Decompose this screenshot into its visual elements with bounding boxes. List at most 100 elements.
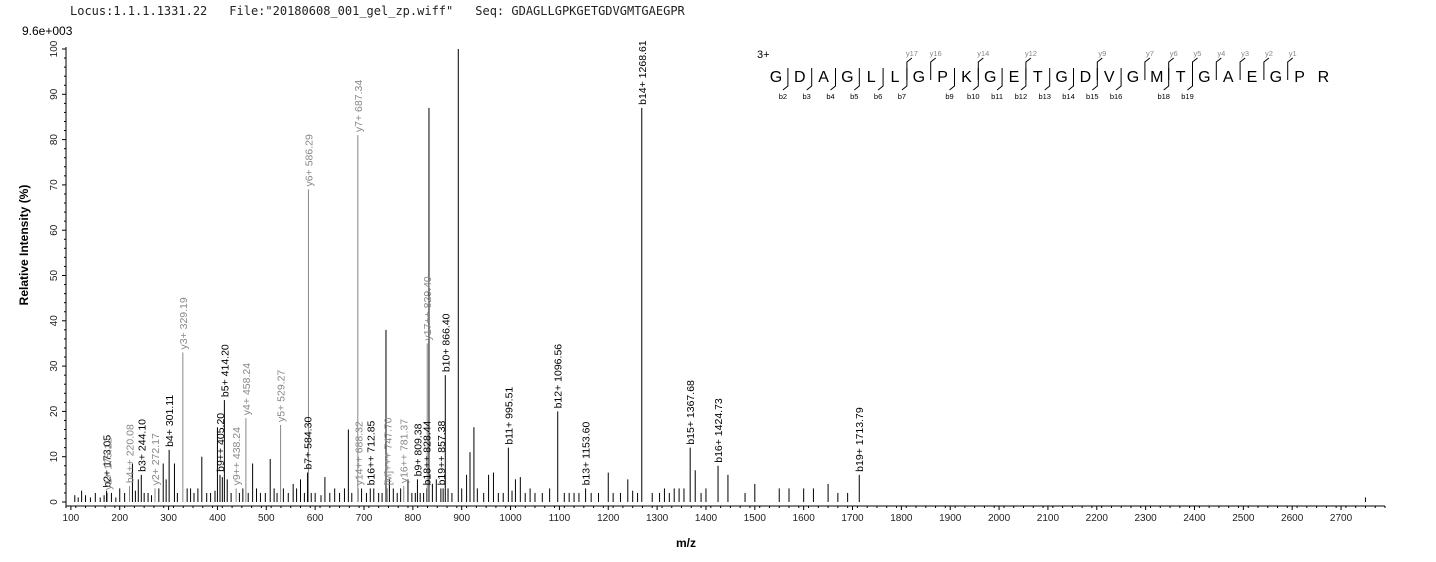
x-tick-label: 2000 xyxy=(988,513,1011,524)
sequence-residue: G xyxy=(1127,69,1139,86)
b-ion-label: b4 xyxy=(826,92,834,101)
x-tick-label: 2200 xyxy=(1086,513,1109,524)
y-ion-label: y17 xyxy=(906,49,918,58)
sequence-residue: G xyxy=(770,69,782,86)
y-tick-label: 50 xyxy=(49,270,60,282)
y-ion-label: y3 xyxy=(1241,49,1249,58)
charge-state: 3+ xyxy=(757,49,770,61)
b-ion-label: b18 xyxy=(1157,92,1170,101)
x-tick-label: 2300 xyxy=(1135,513,1158,524)
peak-label: b9+ 809.38 xyxy=(412,423,424,476)
sequence-residue: A xyxy=(1223,69,1234,86)
peak-label: b4++ 220.08 xyxy=(125,424,137,483)
b-ion-bracket xyxy=(806,68,813,91)
sequence-residue: D xyxy=(1080,69,1092,86)
x-tick-label: 2600 xyxy=(1281,513,1304,524)
b-ion-label: b14 xyxy=(1062,92,1075,101)
b-ion-label: b19 xyxy=(1181,92,1194,101)
x-tick-label: 1400 xyxy=(695,513,718,524)
sequence-residue: K xyxy=(961,69,972,86)
x-axis-title: m/z xyxy=(676,536,696,550)
x-tick-label: 700 xyxy=(356,513,373,524)
sequence-residue: T xyxy=(1176,69,1186,86)
sequence-residue: G xyxy=(913,69,925,86)
sequence-residue: G xyxy=(1198,69,1210,86)
y-tick-label: 90 xyxy=(49,88,60,100)
y-tick-label: 20 xyxy=(49,405,60,417)
peak-label: y5+ 529.27 xyxy=(276,370,288,422)
axes: 100 200 300 400 500 600 700 800 900 1000 1100 1200 1… xyxy=(49,40,1386,524)
b-ion-bracket xyxy=(853,68,860,91)
peak-label: b19++ 857.38 xyxy=(436,420,448,485)
b-ion-bracket xyxy=(1068,68,1074,91)
y-ion-bracket xyxy=(1239,57,1246,80)
x-tick-label: 1900 xyxy=(939,513,962,524)
y-ion-label: y5 xyxy=(1194,49,1202,58)
b-ion-label: b2 xyxy=(779,92,787,101)
peak-label: b9++ 405.20 xyxy=(215,413,227,472)
y-tick-label: 80 xyxy=(49,134,60,146)
x-tick-label: 500 xyxy=(258,513,275,524)
x-tick-label: 2100 xyxy=(1037,513,1060,524)
b-ion-bracket xyxy=(1187,68,1193,91)
peak-label: b11+ 995.51 xyxy=(503,387,515,445)
x-tick-label: 1100 xyxy=(549,513,571,524)
peak-label: b12+ 1096.56 xyxy=(553,344,565,409)
x-tick-label: 200 xyxy=(111,513,128,524)
b-ion-label: b15 xyxy=(1086,92,1099,101)
b-ion-label: b7 xyxy=(898,92,906,101)
b-ion-bracket xyxy=(1020,68,1027,91)
peak-label: y4+ 458.24 xyxy=(241,363,253,415)
peak-label: b7+ 584.30 xyxy=(302,417,314,470)
sequence-residue: P xyxy=(937,69,948,86)
peak-label: b2+ 173.05 xyxy=(102,435,114,488)
y-ion-bracket xyxy=(1192,57,1198,80)
sequence-residue: T xyxy=(1033,69,1043,86)
b-ion-label: b13 xyxy=(1038,92,1051,101)
b-ion-bracket xyxy=(1163,68,1170,91)
peak-label: b16++ 712.85 xyxy=(365,420,377,485)
x-tick-label: 600 xyxy=(307,513,324,524)
sequence-residue: P xyxy=(1294,69,1305,86)
sequence-residue: A xyxy=(818,69,829,86)
b-ion-bracket xyxy=(996,68,1003,91)
peak-label: y9++ 438.24 xyxy=(231,427,243,486)
sequence-residue: E xyxy=(1247,69,1258,86)
peak-label: b10+ 866.40 xyxy=(440,313,452,372)
peak-label: b13+ 1153.60 xyxy=(581,422,593,486)
peak-label: y1+ 175.12 xyxy=(103,438,115,490)
peak-label: y3+ 329.19 xyxy=(178,297,190,349)
y-tick-label: 60 xyxy=(49,224,60,236)
sequence-residue: M xyxy=(1150,69,1163,86)
sequence-text: Seq: GDAGLLGPKGETGDVGMTGAEGPR xyxy=(475,4,685,18)
intensity-scale-max: 9.6e+003 xyxy=(22,24,73,38)
y-ion-bracket xyxy=(977,57,984,80)
sequence-residue: G xyxy=(1270,69,1282,86)
peak-label: b18++ 828.44 xyxy=(422,420,434,485)
x-tick-label: 800 xyxy=(405,513,422,524)
y-ion-bracket xyxy=(1263,57,1270,80)
b-ion-bracket xyxy=(877,68,884,91)
b-ion-label: b10 xyxy=(967,92,980,101)
b-ion-bracket xyxy=(949,68,955,91)
y-ion-label: y9 xyxy=(1098,49,1106,58)
peak-label: y17++ 829.40 xyxy=(422,276,434,340)
peak-label: [M]+++ 747.70 xyxy=(382,417,394,485)
peak-label: b5+ 414.20 xyxy=(219,344,231,397)
x-tick-label: 1800 xyxy=(890,513,913,524)
y-ion-label: y6 xyxy=(1170,49,1178,58)
b-ion-label: b11 xyxy=(991,92,1003,101)
sequence-residue: V xyxy=(1104,69,1115,86)
y-ion-label: y4 xyxy=(1217,49,1225,58)
y-ion-label: y14 xyxy=(977,49,989,58)
peak-label: b19+ 1713.79 xyxy=(854,407,866,472)
y-tick-label: 40 xyxy=(49,315,60,327)
y-ion-bracket xyxy=(1287,57,1294,80)
b-ion-bracket xyxy=(830,68,836,91)
x-tick-label: 900 xyxy=(453,513,470,524)
b-ion-bracket xyxy=(1044,68,1051,91)
y-ion-label: y16 xyxy=(930,49,942,58)
sequence-residue: L xyxy=(867,69,876,86)
b-ion-label: b3 xyxy=(803,92,811,101)
